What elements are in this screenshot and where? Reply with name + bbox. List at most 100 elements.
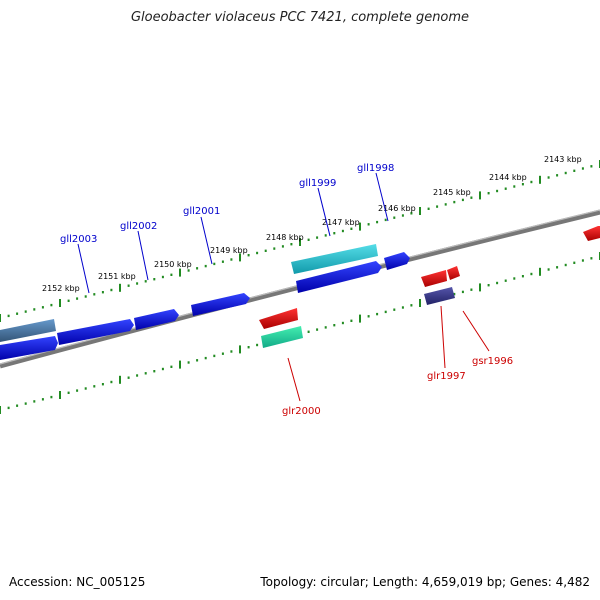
- gene-arrow-gll2002[interactable]: [134, 309, 179, 330]
- ruler-major-tick: [539, 267, 541, 276]
- ruler-minor-tick: [573, 169, 576, 172]
- gene-arrow-navy[interactable]: [424, 287, 455, 305]
- ruler-minor-tick: [101, 383, 104, 386]
- ruler-minor-tick: [376, 312, 379, 316]
- map-title: Gloeobacter violaceus PCC 7421, complete…: [130, 10, 470, 25]
- ruler-minor-tick: [204, 264, 207, 268]
- ruler-minor-tick: [93, 385, 96, 388]
- ruler-major-tick: [239, 345, 241, 354]
- ruler-minor-tick: [187, 269, 190, 272]
- ruler-minor-tick: [581, 259, 584, 262]
- gene-arrow-gsr1996[interactable]: [447, 266, 460, 280]
- ruler-major-tick: [0, 406, 1, 414]
- ruler-minor-tick: [221, 352, 224, 355]
- ruler-major-tick: [479, 191, 481, 200]
- ruler-minor-tick: [110, 380, 113, 384]
- ruler-minor-tick: [307, 238, 310, 241]
- gene-arrow-glr1997[interactable]: [421, 270, 447, 287]
- gene-arrow-right-edge[interactable]: [583, 226, 600, 241]
- ruler-minor-tick: [564, 171, 567, 175]
- gene-label-gll2003[interactable]: gll2003: [60, 234, 97, 245]
- ruler-minor-tick: [221, 260, 224, 263]
- ruler-minor-tick: [547, 268, 550, 271]
- ruler-minor-tick: [350, 227, 353, 230]
- ruler-minor-tick: [461, 198, 464, 202]
- ruler-minor-tick: [530, 180, 533, 184]
- ruler-minor-tick: [393, 216, 396, 219]
- gene-arrow-gll1998[interactable]: [384, 252, 410, 270]
- ruler-minor-tick: [93, 293, 96, 296]
- gene-label-glr1997[interactable]: glr1997: [427, 371, 466, 382]
- ruler-minor-tick: [590, 257, 593, 260]
- ruler-minor-tick: [24, 402, 27, 405]
- ruler-minor-tick: [67, 299, 70, 302]
- gene-arrow-glr2000-teal[interactable]: [261, 326, 303, 348]
- ruler-minor-tick: [367, 315, 370, 318]
- ruler-minor-tick: [384, 218, 387, 222]
- ruler-minor-tick: [290, 243, 293, 246]
- ruler-minor-tick: [144, 280, 147, 283]
- top-leader-lines: [77, 172, 389, 294]
- ruler-minor-tick: [316, 236, 319, 239]
- ruler-label: 2145 kbp: [433, 188, 471, 197]
- forward-strand-genes: [0, 244, 410, 360]
- ruler-minor-tick: [41, 306, 44, 309]
- ruler-minor-tick: [393, 308, 396, 311]
- ruler-minor-tick: [350, 319, 353, 322]
- ruler-minor-tick: [461, 290, 464, 294]
- ruler-major-tick: [59, 391, 61, 399]
- gene-label-gsr1996[interactable]: gsr1996: [472, 356, 513, 367]
- gene-label-glr2000[interactable]: glr2000: [282, 406, 321, 417]
- ruler-major-tick: [119, 375, 121, 384]
- ruler-minor-tick: [573, 261, 576, 264]
- ruler-minor-tick: [230, 258, 233, 261]
- gene-arrow-glr2000[interactable]: [259, 308, 298, 329]
- gene-arrow-gll2003[interactable]: [57, 319, 134, 345]
- ruler-minor-tick: [127, 376, 130, 379]
- gene-label-gll1998[interactable]: gll1998: [357, 163, 394, 174]
- gene-arrow-gll1999[interactable]: [291, 244, 378, 274]
- ruler-minor-tick: [376, 220, 379, 224]
- ruler-minor-tick: [24, 310, 27, 313]
- ruler-minor-tick: [333, 232, 336, 235]
- ruler-major-tick: [359, 314, 361, 323]
- ruler-minor-tick: [264, 249, 267, 252]
- ruler-minor-tick: [213, 354, 216, 358]
- ruler-minor-tick: [444, 203, 447, 206]
- ruler-minor-tick: [487, 192, 490, 195]
- gene-arrow-steel[interactable]: [0, 319, 56, 342]
- ruler-minor-tick: [324, 234, 327, 237]
- gene-arrow-gll2001[interactable]: [191, 293, 250, 316]
- ruler-minor-tick: [84, 387, 87, 390]
- gene-label-gll2001[interactable]: gll2001: [183, 206, 220, 217]
- ruler-minor-tick: [170, 273, 173, 276]
- ruler-minor-tick: [196, 359, 199, 362]
- ruler-minor-tick: [230, 350, 233, 353]
- ruler-major-tick: [0, 314, 1, 322]
- ruler-minor-tick: [564, 263, 567, 267]
- ruler-label: 2146 kbp: [378, 204, 416, 213]
- ruler-minor-tick: [204, 356, 207, 360]
- ruler-label: 2152 kbp: [42, 284, 80, 293]
- ruler-minor-tick: [384, 310, 387, 314]
- ruler-minor-tick: [76, 297, 79, 300]
- ruler-minor-tick: [256, 251, 259, 255]
- gene-arrow-gll1999-b[interactable]: [296, 261, 382, 293]
- gene-label-gll1999[interactable]: gll1999: [299, 178, 336, 189]
- accession-text: Accession: NC_005125: [9, 575, 146, 589]
- ruler-minor-tick: [470, 196, 473, 199]
- ruler-minor-tick: [136, 374, 139, 377]
- ruler-minor-tick: [530, 272, 533, 276]
- ruler-label: 2148 kbp: [266, 233, 304, 242]
- ruler-label: 2149 kbp: [210, 246, 248, 255]
- ruler-minor-tick: [7, 314, 10, 318]
- ruler-minor-tick: [410, 212, 413, 215]
- gene-arrow-left-edge[interactable]: [0, 336, 58, 360]
- ruler-minor-tick: [33, 400, 36, 403]
- gene-label-gll2002[interactable]: gll2002: [120, 221, 157, 232]
- ruler-minor-tick: [453, 200, 456, 204]
- ruler-minor-tick: [170, 365, 173, 368]
- ruler-minor-tick: [521, 275, 524, 278]
- ruler-minor-tick: [521, 183, 524, 186]
